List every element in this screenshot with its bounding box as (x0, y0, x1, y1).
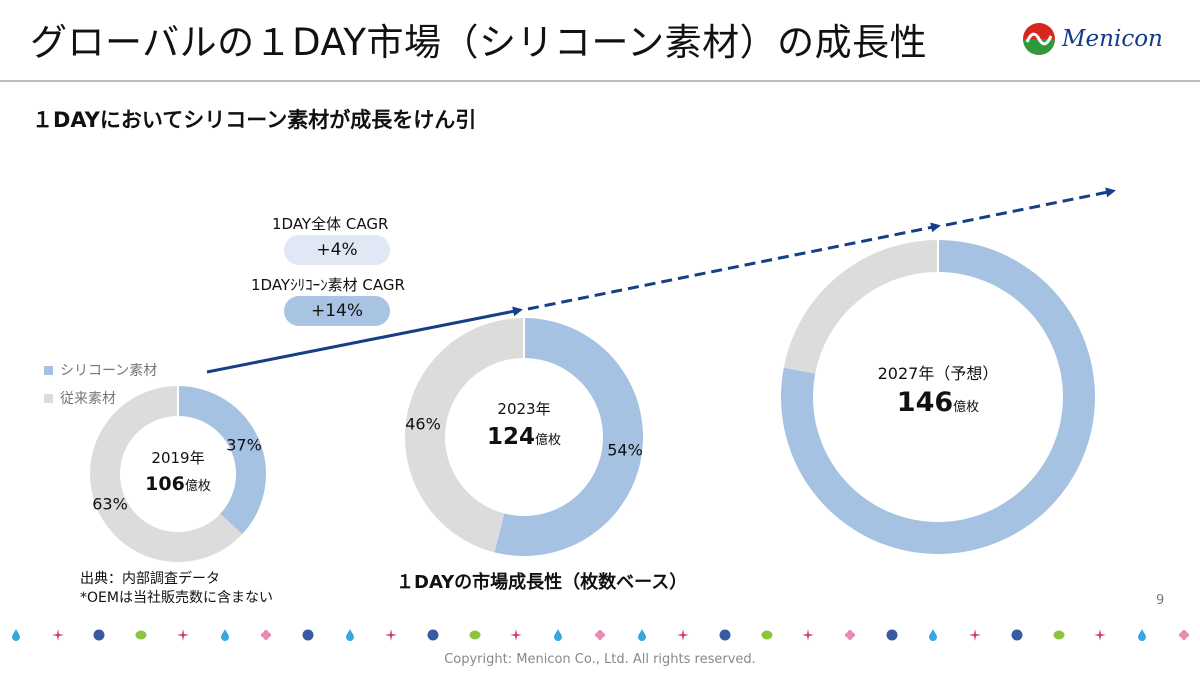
flower-icon (594, 630, 605, 640)
drop-icon (637, 629, 646, 641)
drop-icon (220, 629, 229, 641)
donut-slice-silicone (494, 318, 643, 556)
chart-legend: シリコーン素材 従来素材 (44, 360, 157, 416)
m-badge-icon (427, 629, 439, 641)
legend-item-silicone: シリコーン素材 (44, 360, 157, 380)
year-label: 2019年 (151, 449, 204, 467)
silicone-pct-label: 54% (607, 441, 643, 460)
donut-slice-conventional (783, 240, 938, 374)
flower-icon (845, 630, 856, 640)
cagr-silicone-label: 1DAYｼﾘｺｰﾝ素材 CAGR (251, 276, 405, 294)
sparkle-icon (677, 629, 690, 641)
leaf-icon (761, 630, 773, 640)
legend-label-conventional: 従来素材 (60, 391, 116, 407)
total-value-label: 124億枚 (487, 424, 561, 450)
m-badge-icon (93, 629, 105, 641)
legend-item-conventional: 従来素材 (44, 388, 157, 408)
drop-icon (12, 629, 20, 641)
silicone-pct-label: 37% (226, 436, 262, 455)
sparkle-icon (510, 629, 523, 641)
sparkle-icon (969, 629, 982, 641)
oem-note: *OEMは当社販売数に含まない (80, 590, 273, 606)
legend-label-silicone: シリコーン素材 (60, 363, 158, 379)
title-divider (0, 80, 1200, 82)
total-unit: 億枚 (535, 432, 561, 448)
legend-swatch-silicone (44, 365, 53, 375)
leaf-icon (469, 630, 481, 640)
total-number: 146 (897, 387, 953, 418)
drop-icon (345, 629, 354, 641)
donut-slice-silicone (178, 386, 267, 535)
year-label: 2023年 (497, 400, 550, 418)
sparkle-icon (802, 629, 815, 641)
chart-title: １DAYの市場成長性（枚数ベース） (396, 572, 688, 593)
year-label: 2027年（予想） (878, 364, 999, 383)
drop-icon (1137, 629, 1146, 641)
flower-icon (1178, 630, 1189, 640)
cagr-silicone-value: +14% (284, 296, 390, 326)
page-title: グローバルの１DAY市場（シリコーン素材）の成長性 (30, 21, 928, 64)
source-line: 出典：内部調査データ (80, 571, 220, 587)
sparkle-icon (176, 629, 189, 641)
legend-swatch-conventional (44, 393, 53, 403)
decorative-icon-row (10, 623, 1190, 647)
slide-subtitle: １DAYにおいてシリコーン素材が成長をけん引 (32, 108, 477, 132)
donut-slice-conventional (404, 318, 524, 553)
total-unit: 億枚 (185, 478, 211, 494)
m-badge-icon (302, 629, 314, 641)
total-unit: 億枚 (953, 399, 979, 415)
drop-icon (929, 629, 938, 641)
trend-arrow-forecast-2 (945, 187, 1116, 227)
total-value-label: 106億枚 (145, 473, 211, 495)
trend-arrow-actual (206, 306, 523, 374)
conventional-pct-label: 46% (405, 415, 441, 434)
m-badge-icon (719, 629, 731, 641)
m-badge-icon (1011, 629, 1023, 641)
donut-slice-conventional (90, 386, 243, 562)
m-badge-icon (886, 629, 898, 641)
logo-text: Menicon (1062, 26, 1163, 52)
total-number: 106 (145, 473, 185, 495)
source-note: 出典：内部調査データ *OEMは当社販売数に含まない (80, 570, 273, 608)
cagr-total-value: +4% (284, 235, 390, 265)
conventional-pct-label: 63% (92, 495, 128, 514)
cagr-total-label: 1DAY全体 CAGR (272, 215, 389, 233)
total-value-label: 146億枚 (897, 387, 979, 418)
leaf-icon (1053, 630, 1065, 640)
sparkle-icon (51, 629, 64, 641)
page-number: 9 (1156, 593, 1165, 608)
copyright: Copyright: Menicon Co., Ltd. All rights … (444, 652, 756, 667)
menicon-logo-icon (1023, 23, 1055, 55)
trend-arrow-forecast-1 (527, 222, 941, 311)
flower-icon (261, 630, 272, 640)
leaf-icon (135, 630, 147, 640)
sparkle-icon (385, 629, 398, 641)
sparkle-icon (1094, 629, 1107, 641)
menicon-logo: Menicon (1022, 22, 1163, 56)
drop-icon (554, 629, 563, 641)
total-number: 124 (487, 424, 535, 450)
